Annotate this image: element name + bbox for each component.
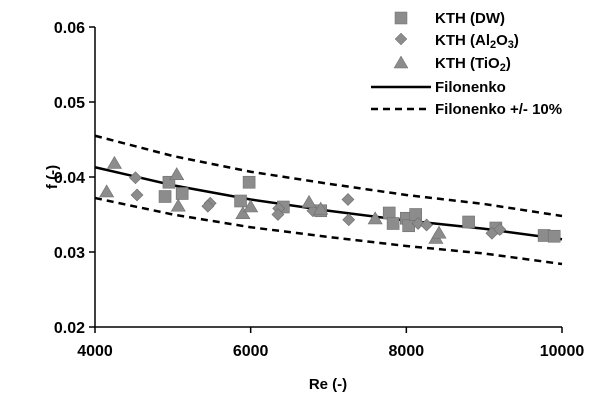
al2o3-point-9 xyxy=(411,217,425,230)
legend-square-marker xyxy=(394,11,408,25)
x-tick-label-6000: 6000 xyxy=(233,343,269,360)
dw-point-11 xyxy=(409,208,422,221)
legend-tio2-sub1: 2 xyxy=(500,62,506,74)
y-tick-label-2: 0.04 xyxy=(54,170,85,187)
al2o3-point-7 xyxy=(341,193,355,206)
x-tick-label-8000: 8000 xyxy=(389,343,425,360)
dw-point-0 xyxy=(158,190,172,203)
tio2-point-5 xyxy=(243,199,259,213)
al2o3-point-8 xyxy=(342,213,356,227)
filonenko-band-line-upper xyxy=(94,134,563,218)
al2o3-point-5 xyxy=(271,208,285,221)
tio2-point-3 xyxy=(170,198,186,212)
legend-tio2-prefix: KTH (TiO xyxy=(435,55,500,72)
x-tick-label-4000: 4000 xyxy=(77,343,113,360)
al2o3-point-10 xyxy=(420,218,433,232)
tio2-point-7 xyxy=(313,201,329,215)
tio2-point-0 xyxy=(99,184,115,198)
tio2-point-4 xyxy=(235,206,251,220)
y-axis-label: f (-) xyxy=(44,165,61,189)
legend-label-filonenko-band: Filonenko +/- 10% xyxy=(435,101,562,118)
legend-al2o3-sub1: 2 xyxy=(490,39,496,51)
tick-labels: 4000 6000 8000 10000 0.02 0.03 0.04 0.05 0.06 xyxy=(54,20,584,360)
dw-point-3 xyxy=(234,194,247,208)
al2o3-point-0 xyxy=(129,171,142,185)
legend-al2o3-sub2: 3 xyxy=(508,39,514,51)
dw-point-10 xyxy=(402,219,415,233)
x-axis-label: Re (-) xyxy=(309,376,347,393)
y-tick-label-4: 0.06 xyxy=(54,20,85,37)
legend-tio2-suffix: ) xyxy=(506,55,511,72)
dw-point-12 xyxy=(462,215,475,229)
legend-label-filonenko: Filonenko xyxy=(435,79,506,96)
tio2-point-2 xyxy=(169,167,185,181)
dw-point-15 xyxy=(547,229,561,243)
al2o3-point-3 xyxy=(201,199,215,213)
legend-diamond-marker xyxy=(394,32,408,46)
legend-al2o3-mid: O xyxy=(496,32,508,49)
al2o3-point-1 xyxy=(130,188,144,202)
legend-al2o3-prefix: KTH (Al xyxy=(435,32,490,49)
legend-al2o3-suffix: ) xyxy=(514,32,519,49)
legend-label-dw: KTH (DW) xyxy=(435,10,505,27)
legend: KTH (DW) KTH (Al2O3) KTH (TiO2) Filonenk… xyxy=(371,10,562,118)
y-tick-label-0: 0.02 xyxy=(54,320,85,337)
al2o3-point-12 xyxy=(493,223,507,236)
y-tick-label-3: 0.05 xyxy=(54,95,85,112)
x-tick-label-10000: 10000 xyxy=(540,343,585,360)
tio2-point-6 xyxy=(301,194,317,208)
dw-point-8 xyxy=(386,217,400,230)
dw-point-2 xyxy=(175,187,189,200)
legend-label-tio2: KTH (TiO2) xyxy=(435,55,511,74)
tio2-point-8 xyxy=(367,211,383,225)
markers xyxy=(99,155,561,244)
tio2-point-10 xyxy=(431,225,447,239)
legend-triangle-marker xyxy=(393,55,409,69)
y-tick-label-1: 0.03 xyxy=(54,245,85,262)
dw-point-4 xyxy=(242,175,256,189)
dw-point-7 xyxy=(382,206,396,220)
legend-label-al2o3: KTH (Al2O3) xyxy=(435,32,519,51)
ticks xyxy=(89,26,563,333)
tio2-point-1 xyxy=(106,155,122,169)
